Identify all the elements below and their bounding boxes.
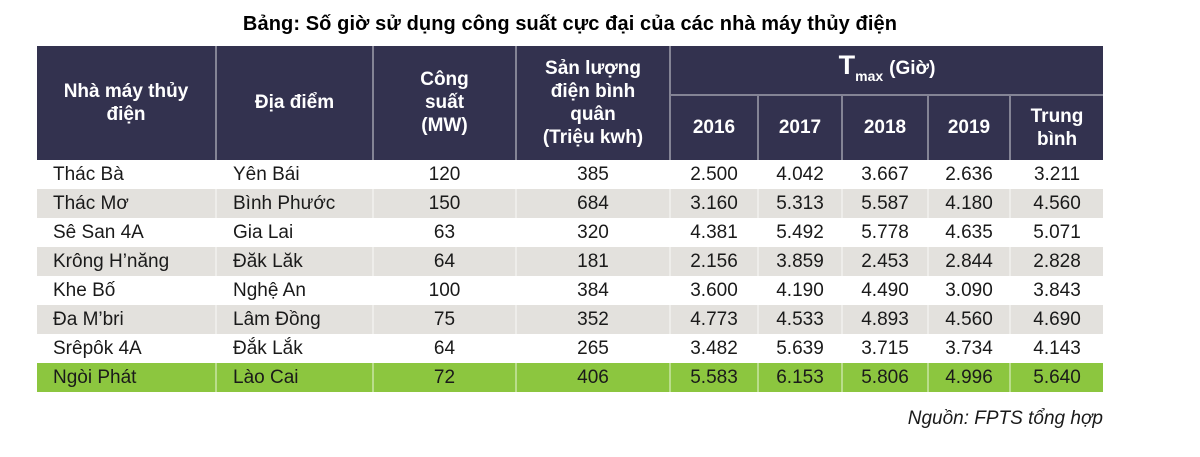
cell-tmax-2018: 5.806: [843, 362, 929, 392]
cell-average: 3.843: [1011, 275, 1104, 305]
cell-location: Nghệ An: [217, 275, 374, 305]
cell-capacity: 64: [374, 333, 517, 363]
cell-average: 5.640: [1011, 362, 1104, 392]
cell-output: 181: [517, 246, 671, 276]
table-row: Đa M’bri Lâm Đồng 75 352 4.773 4.533 4.893 4.56…: [37, 304, 1104, 334]
cell-average: 4.690: [1011, 304, 1104, 334]
cell-capacity: 100: [374, 275, 517, 305]
cell-tmax-2017: 3.859: [759, 246, 843, 276]
table-row: Sê San 4A Gia Lai 63 320 4.381 5.492 5.778 4.63…: [37, 217, 1104, 247]
cell-tmax-2016: 2.156: [671, 246, 759, 276]
cell-location: Bình Phước: [217, 188, 374, 218]
cell-tmax-2017: 4.042: [759, 159, 843, 189]
cell-tmax-2019: 4.635: [929, 217, 1011, 247]
cell-capacity: 64: [374, 246, 517, 276]
cell-tmax-2018: 2.453: [843, 246, 929, 276]
cell-capacity: 75: [374, 304, 517, 334]
cell-tmax-2019: 3.734: [929, 333, 1011, 363]
cell-tmax-2016: 3.600: [671, 275, 759, 305]
cell-plant: Ngòi Phát: [37, 362, 217, 392]
cell-output: 684: [517, 188, 671, 218]
cell-tmax-2018: 4.893: [843, 304, 929, 334]
cell-tmax-2017: 6.153: [759, 362, 843, 392]
cell-plant: Srêpôk 4A: [37, 333, 217, 363]
cell-tmax-2017: 5.492: [759, 217, 843, 247]
cell-tmax-2017: 4.533: [759, 304, 843, 334]
cell-capacity: 150: [374, 188, 517, 218]
table-row: Srêpôk 4A Đắk Lắk 64 265 3.482 5.639 3.715 3.73…: [37, 333, 1104, 363]
cell-output: 265: [517, 333, 671, 363]
cell-output: 320: [517, 217, 671, 247]
header-output: Sản lượng điện bình quân (Triệu kwh): [517, 46, 671, 160]
header-year-2017: 2017: [759, 95, 843, 160]
cell-tmax-2018: 5.587: [843, 188, 929, 218]
cell-tmax-2018: 3.667: [843, 159, 929, 189]
cell-tmax-2017: 5.313: [759, 188, 843, 218]
cell-location: Đắk Lắk: [217, 333, 374, 363]
cell-location: Đăk Lăk: [217, 246, 374, 276]
cell-plant: Thác Mơ: [37, 188, 217, 218]
header-plant: Nhà máy thủy điện: [37, 46, 217, 160]
cell-average: 4.560: [1011, 188, 1104, 218]
cell-tmax-2019: 2.844: [929, 246, 1011, 276]
cell-plant: Krông H’năng: [37, 246, 217, 276]
cell-plant: Đa M’bri: [37, 304, 217, 334]
cell-output: 406: [517, 362, 671, 392]
cell-tmax-2019: 4.180: [929, 188, 1011, 218]
cell-average: 5.071: [1011, 217, 1104, 247]
cell-location: Gia Lai: [217, 217, 374, 247]
cell-location: Yên Bái: [217, 159, 374, 189]
header-year-2016: 2016: [671, 95, 759, 160]
tmax-subscript: max: [855, 67, 884, 84]
table-row: Thác Bà Yên Bái 120 385 2.500 4.042 3.667 2.636…: [37, 159, 1104, 189]
table-header: Nhà máy thủy điện Địa điểm Công suất (MW…: [37, 46, 1104, 160]
table-body: Thác Bà Yên Bái 120 385 2.500 4.042 3.667 2.636…: [37, 159, 1104, 392]
cell-average: 3.211: [1011, 159, 1104, 189]
cell-tmax-2016: 3.482: [671, 333, 759, 363]
header-capacity: Công suất (MW): [374, 46, 517, 160]
cell-tmax-2017: 5.639: [759, 333, 843, 363]
cell-tmax-2018: 5.778: [843, 217, 929, 247]
cell-output: 384: [517, 275, 671, 305]
table-row: Ngòi Phát Lào Cai 72 406 5.583 6.153 5.806 4.99…: [37, 362, 1104, 392]
cell-tmax-2019: 4.560: [929, 304, 1011, 334]
header-location: Địa điểm: [217, 46, 374, 160]
cell-tmax-2018: 4.490: [843, 275, 929, 305]
cell-tmax-2016: 4.773: [671, 304, 759, 334]
table-row: Khe Bố Nghệ An 100 384 3.600 4.190 4.490 3.090 3…: [37, 275, 1104, 305]
cell-average: 2.828: [1011, 246, 1104, 276]
table-row: Thác Mơ Bình Phước 150 684 3.160 5.313 5.587 4.…: [37, 188, 1104, 218]
cell-output: 385: [517, 159, 671, 189]
cell-plant: Khe Bố: [37, 275, 217, 305]
cell-location: Lào Cai: [217, 362, 374, 392]
cell-tmax-2019: 3.090: [929, 275, 1011, 305]
cell-average: 4.143: [1011, 333, 1104, 363]
tmax-symbol: T: [838, 50, 856, 80]
table-row: Krông H’năng Đăk Lăk 64 181 2.156 3.859 2.453 2…: [37, 246, 1104, 276]
cell-capacity: 120: [374, 159, 517, 189]
header-year-2019: 2019: [929, 95, 1011, 160]
cell-plant: Thác Bà: [37, 159, 217, 189]
cell-plant: Sê San 4A: [37, 217, 217, 247]
header-tmax-group: Tmax (Giờ): [671, 46, 1104, 96]
cell-tmax-2017: 4.190: [759, 275, 843, 305]
cell-output: 352: [517, 304, 671, 334]
cell-tmax-2016: 3.160: [671, 188, 759, 218]
page-title: Bảng: Số giờ sử dụng công suất cực đại c…: [242, 13, 898, 35]
source-note: Nguồn: FPTS tổng hợp: [907, 407, 1103, 429]
cell-tmax-2019: 2.636: [929, 159, 1011, 189]
cell-tmax-2018: 3.715: [843, 333, 929, 363]
cell-tmax-2019: 4.996: [929, 362, 1011, 392]
cell-location: Lâm Đồng: [217, 304, 374, 334]
table-exhibit: Bảng: Số giờ sử dụng công suất cực đại c…: [37, 0, 1104, 430]
cell-tmax-2016: 5.583: [671, 362, 759, 392]
header-year-2018: 2018: [843, 95, 929, 160]
tmax-table: Nhà máy thủy điện Địa điểm Công suất (MW…: [37, 46, 1104, 392]
header-average: Trung bình: [1011, 95, 1104, 160]
cell-capacity: 63: [374, 217, 517, 247]
cell-tmax-2016: 2.500: [671, 159, 759, 189]
tmax-unit: (Giờ): [889, 58, 936, 79]
cell-capacity: 72: [374, 362, 517, 392]
cell-tmax-2016: 4.381: [671, 217, 759, 247]
